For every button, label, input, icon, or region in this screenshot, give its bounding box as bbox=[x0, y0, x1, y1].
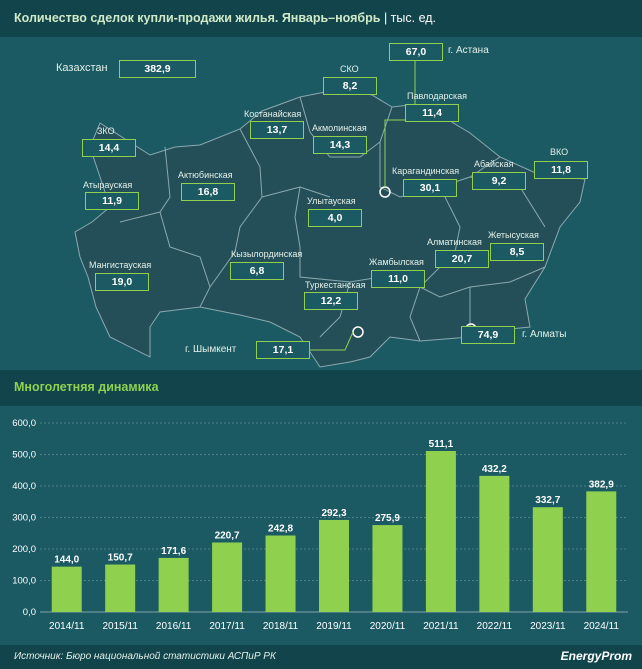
x-tick-label: 2014/11 bbox=[49, 621, 85, 632]
region-value-zhambyl: 11,0 bbox=[371, 270, 425, 288]
x-tick-label: 2022/11 bbox=[477, 621, 513, 632]
footer-bar: Источник: Бюро национальной статистики А… bbox=[0, 645, 642, 669]
bar bbox=[372, 525, 403, 612]
region-label-almaty-region: Алматинская bbox=[427, 237, 482, 247]
bar bbox=[586, 491, 617, 612]
header-bar: Количество сделок купли-продажи жилья. Я… bbox=[0, 0, 642, 37]
region-value-karaganda: 30,1 bbox=[403, 179, 457, 197]
bar-value-label: 275,9 bbox=[375, 513, 400, 524]
region-label-turkestan: Туркестанская bbox=[305, 280, 366, 290]
region-label-mangystau: Мангистауская bbox=[89, 260, 152, 270]
country-value: 382,9 bbox=[119, 60, 196, 78]
city-value-astana: 67,0 bbox=[389, 43, 443, 61]
region-value-turkestan: 12,2 bbox=[304, 292, 358, 310]
region-label-kyzylorda: Кызылординская bbox=[231, 249, 303, 259]
region-label-vko: ВКО bbox=[550, 147, 569, 157]
bar-value-label: 242,8 bbox=[268, 524, 293, 535]
region-label-zko: ЗКО bbox=[97, 126, 115, 136]
region-value-kostanay: 13,7 bbox=[250, 121, 304, 139]
city-value-shymkent: 17,1 bbox=[256, 341, 310, 359]
bar-value-label: 150,7 bbox=[108, 553, 133, 564]
region-value-sko: 8,2 bbox=[323, 77, 377, 95]
region-label-zhetysu: Жетысуская bbox=[488, 230, 539, 240]
bar bbox=[479, 475, 510, 612]
unit-label: | тыс. ед. bbox=[383, 11, 437, 25]
page-title: Количество сделок купли-продажи жилья. Я… bbox=[14, 11, 436, 25]
region-label-pavlodar: Павлодарская bbox=[407, 91, 467, 101]
bar bbox=[212, 542, 243, 612]
bar-value-label: 171,6 bbox=[161, 546, 186, 557]
bar bbox=[105, 564, 136, 612]
bar bbox=[51, 566, 82, 612]
y-tick-label: 500,0 bbox=[12, 450, 36, 461]
bar-value-label: 332,7 bbox=[535, 495, 560, 506]
bar-value-label: 292,3 bbox=[321, 508, 346, 519]
city-value-almaty: 74,9 bbox=[461, 326, 515, 344]
bar bbox=[158, 557, 189, 612]
x-tick-label: 2023/11 bbox=[530, 621, 566, 632]
bar bbox=[425, 451, 456, 612]
region-value-almaty-region: 20,7 bbox=[435, 250, 489, 268]
y-tick-label: 100,0 bbox=[12, 576, 36, 587]
x-tick-label: 2019/11 bbox=[316, 621, 352, 632]
x-tick-label: 2015/11 bbox=[102, 621, 138, 632]
region-value-akmola: 14,3 bbox=[313, 136, 367, 154]
region-label-aktobe: Актюбинская bbox=[178, 170, 233, 180]
region-value-zhetysu: 8,5 bbox=[490, 243, 544, 261]
region-label-ulytau: Улытауская bbox=[307, 196, 356, 206]
region-value-zko: 14,4 bbox=[82, 139, 136, 157]
bar-value-label: 382,9 bbox=[589, 479, 614, 490]
region-value-pavlodar: 11,4 bbox=[405, 104, 459, 122]
region-value-aktobe: 16,8 bbox=[181, 183, 235, 201]
x-tick-label: 2017/11 bbox=[209, 621, 245, 632]
bar-value-label: 144,0 bbox=[54, 555, 79, 566]
region-label-abai: Абайская bbox=[474, 159, 514, 169]
region-label-sko: СКО bbox=[340, 64, 359, 74]
dynamics-header: Многолетняя динамика bbox=[0, 370, 642, 406]
y-tick-label: 600,0 bbox=[12, 418, 36, 429]
region-value-atyrau: 11,9 bbox=[85, 192, 139, 210]
region-value-kyzylorda: 6,8 bbox=[230, 262, 284, 280]
region-label-akmola: Акмолинская bbox=[312, 123, 367, 133]
bar bbox=[532, 507, 563, 612]
y-tick-label: 400,0 bbox=[12, 481, 36, 492]
x-tick-label: 2024/11 bbox=[584, 621, 620, 632]
region-value-mangystau: 19,0 bbox=[95, 273, 149, 291]
bar-value-label: 220,7 bbox=[215, 530, 240, 541]
dynamics-title: Многолетняя динамика bbox=[14, 380, 159, 394]
x-tick-label: 2021/11 bbox=[423, 621, 459, 632]
bar-value-label: 511,1 bbox=[429, 439, 454, 450]
city-label-shymkent: г. Шымкент bbox=[185, 344, 237, 355]
dynamics-bar-chart: 0,0 100,0 200,0 300,0 400,0 500,0 600,0 144,0 20… bbox=[12, 418, 628, 632]
bar bbox=[265, 535, 296, 612]
y-tick-label: 300,0 bbox=[12, 513, 36, 524]
region-value-vko: 11,8 bbox=[534, 161, 588, 179]
city-label-almaty: г. Алматы bbox=[522, 329, 567, 340]
source-note: Источник: Бюро национальной статистики А… bbox=[14, 651, 276, 662]
title-text: Количество сделок купли-продажи жилья. Я… bbox=[14, 11, 381, 25]
y-tick-label: 200,0 bbox=[12, 544, 36, 555]
x-tick-label: 2020/11 bbox=[370, 621, 406, 632]
astana-leader-line bbox=[384, 57, 416, 187]
bar-value-label: 432,2 bbox=[482, 464, 507, 475]
x-tick-label: 2016/11 bbox=[156, 621, 192, 632]
region-label-atyrau: Атырауская bbox=[83, 180, 133, 190]
shymkent-leader-line bbox=[310, 331, 354, 351]
y-tick-label: 0,0 bbox=[23, 607, 36, 618]
bar bbox=[319, 519, 349, 612]
country-label: Казахстан bbox=[56, 62, 108, 74]
region-value-abai: 9,2 bbox=[472, 172, 526, 190]
brand-logo: EnergyProm bbox=[560, 649, 632, 663]
region-label-kostanay: Костанайская bbox=[244, 109, 302, 119]
city-label-astana: г. Астана bbox=[448, 45, 489, 56]
region-label-zhambyl: Жамбылская bbox=[369, 257, 424, 267]
region-label-karaganda: Карагандинская bbox=[392, 166, 460, 176]
x-tick-label: 2018/11 bbox=[263, 621, 299, 632]
region-value-ulytau: 4,0 bbox=[308, 209, 362, 227]
